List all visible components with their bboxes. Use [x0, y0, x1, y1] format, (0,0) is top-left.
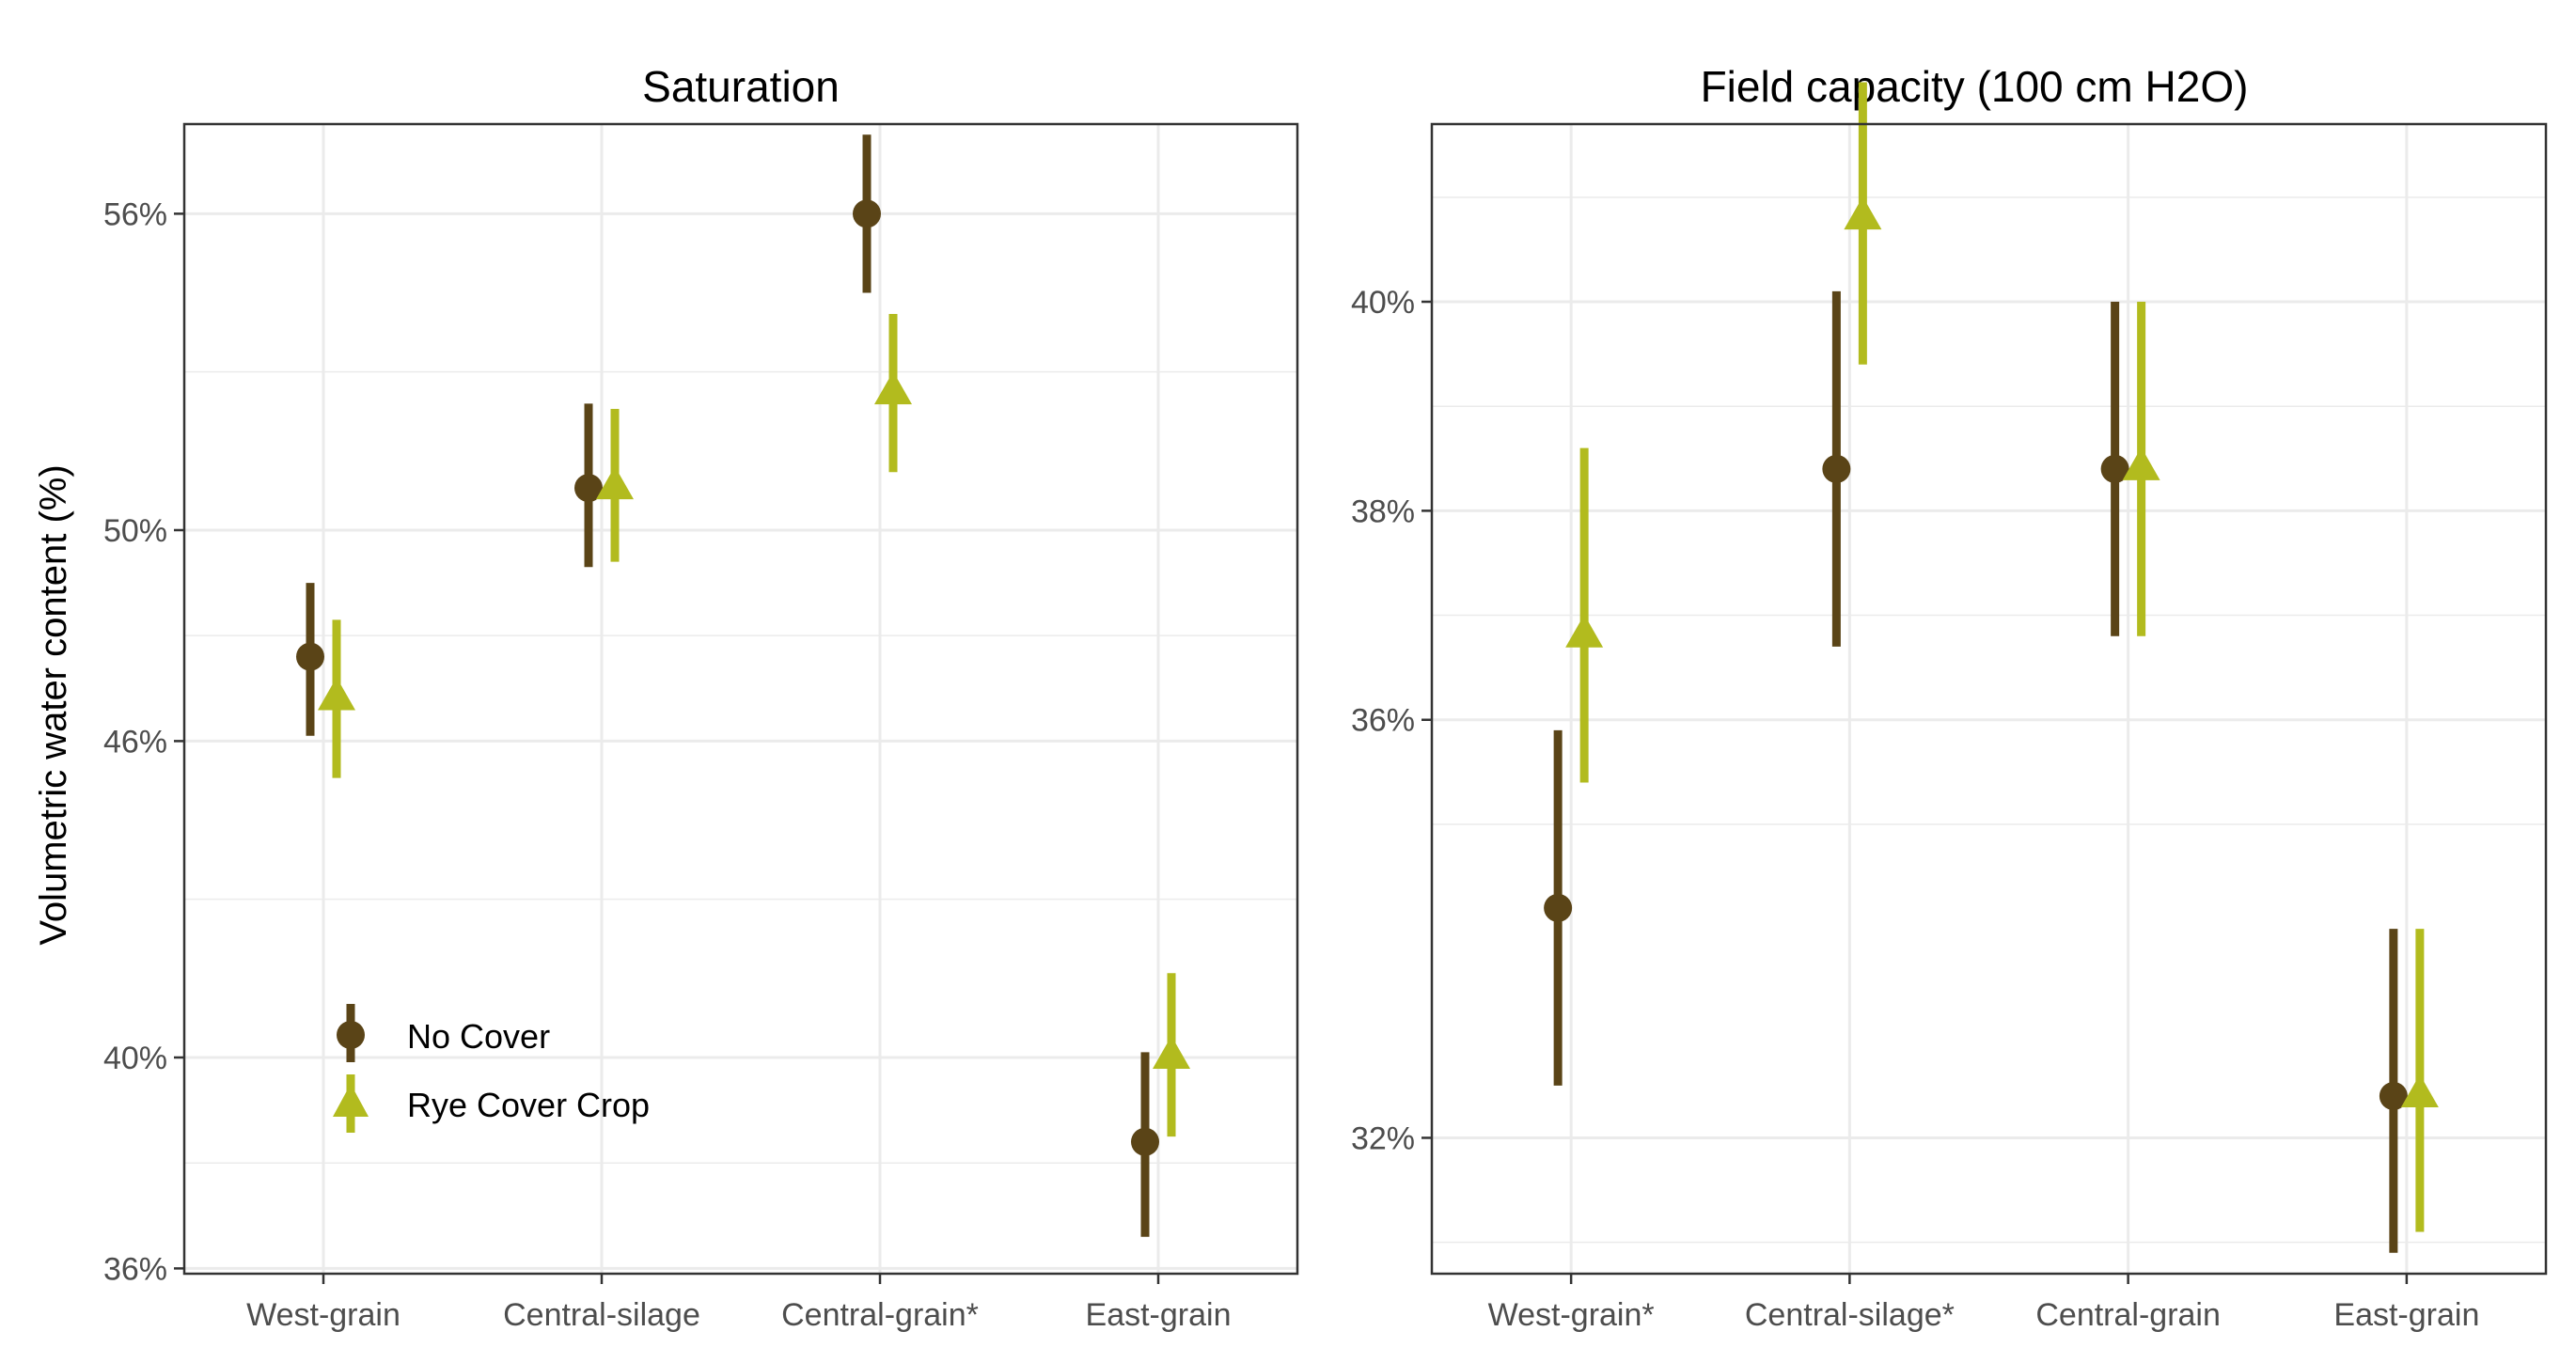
- field-capacity-100-cm-h2o-y-tick-label: 38%: [1351, 494, 1415, 529]
- saturation-x-ticks: West-grain Central-silage Central-grain* Ea…: [246, 1274, 1231, 1333]
- saturation-y-tick-label: 46%: [103, 724, 167, 760]
- field-capacity-x-ticks: West-grain* Central-silage* Central-grain E…: [1488, 1274, 2479, 1333]
- field-capacity-100-cm-h2o-x-tick-label: Central-silage*: [1745, 1297, 1955, 1333]
- saturation-rye-cover-crop-point: [1153, 1035, 1190, 1069]
- field-capacity-100-cm-h2o-y-tick-label: 40%: [1351, 285, 1415, 321]
- y-axis-label: Volumetric water content (%): [33, 464, 74, 945]
- field-capacity-100-cm-h2o-rye-cover-crop-point: [1844, 196, 1882, 230]
- saturation-rye-cover-crop-point: [318, 677, 355, 711]
- legend-no-cover-label: No Cover: [407, 1017, 550, 1056]
- saturation-gridlines: [184, 124, 1297, 1274]
- saturation-y-tick-label: 40%: [103, 1041, 167, 1076]
- field-capacity-100-cm-h2o-no-cover-point: [2379, 1081, 2408, 1110]
- saturation-marks: [296, 134, 1190, 1237]
- legend-rye-label: Rye Cover Crop: [407, 1086, 650, 1124]
- saturation-y-ticks: 36% 40% 46% 50% 56%: [103, 196, 184, 1287]
- saturation-no-cover-point: [296, 642, 324, 671]
- field-capacity-100-cm-h2o-rye-cover-crop-point: [1565, 614, 1604, 648]
- saturation-no-cover-point: [1131, 1127, 1159, 1156]
- field-capacity-100-cm-h2o-x-tick-label: West-grain*: [1488, 1297, 1655, 1333]
- field-capacity-100-cm-h2o-no-cover-point: [2100, 454, 2129, 483]
- saturation-panel-border: [182, 122, 1299, 1276]
- field-capacity-100-cm-h2o-rye-cover-crop-point: [2400, 1073, 2439, 1107]
- field-capacity-100-cm-h2o-rye-cover-crop-point: [2122, 446, 2160, 480]
- field-capacity-panel-border: [1430, 122, 2548, 1276]
- saturation-y-tick-label: 56%: [103, 196, 167, 232]
- field-capacity-100-cm-h2o-y-tick-label: 36%: [1351, 703, 1415, 739]
- field-capacity-gridlines: [1432, 124, 2546, 1274]
- legend-no-cover-marker: [337, 1021, 365, 1049]
- panel-title-saturation: Saturation: [642, 62, 840, 111]
- field-capacity-100-cm-h2o-no-cover-point: [1544, 893, 1573, 922]
- saturation-x-tick-label: East-grain: [1086, 1297, 1232, 1333]
- saturation-x-tick-label: Central-silage: [503, 1297, 700, 1333]
- legend-rye-marker: [333, 1084, 369, 1117]
- field-capacity-100-cm-h2o-y-tick-label: 32%: [1351, 1120, 1415, 1156]
- saturation-no-cover-point: [853, 199, 881, 228]
- saturation-rye-cover-crop-point: [596, 466, 634, 500]
- saturation-x-tick-label: West-grain: [246, 1297, 401, 1333]
- field-capacity-100-cm-h2o-x-tick-label: East-grain: [2333, 1297, 2479, 1333]
- saturation-rye-cover-crop-point: [874, 371, 912, 405]
- saturation-panel: Saturation 36% 40% 46% 50% 56% West-grain Cen…: [103, 62, 1299, 1333]
- panel-title-field-capacity: Field capacity (100 cm H2O): [1701, 62, 2249, 111]
- field-capacity-marks: [1544, 82, 2439, 1253]
- field-capacity-panel: Field capacity (100 cm H2O) 32% 36% 38% 40%…: [1351, 62, 2548, 1333]
- saturation-y-tick-label: 50%: [103, 513, 167, 549]
- legend: No Cover Rye Cover Crop: [333, 1004, 650, 1133]
- saturation-x-tick-label: Central-grain*: [781, 1297, 979, 1333]
- field-capacity-y-ticks: 32% 36% 38% 40%: [1351, 285, 1432, 1156]
- saturation-no-cover-point: [574, 474, 603, 503]
- saturation-y-tick-label: 36%: [103, 1251, 167, 1287]
- field-capacity-100-cm-h2o-x-tick-label: Central-grain: [2035, 1297, 2221, 1333]
- field-capacity-100-cm-h2o-no-cover-point: [1822, 454, 1851, 483]
